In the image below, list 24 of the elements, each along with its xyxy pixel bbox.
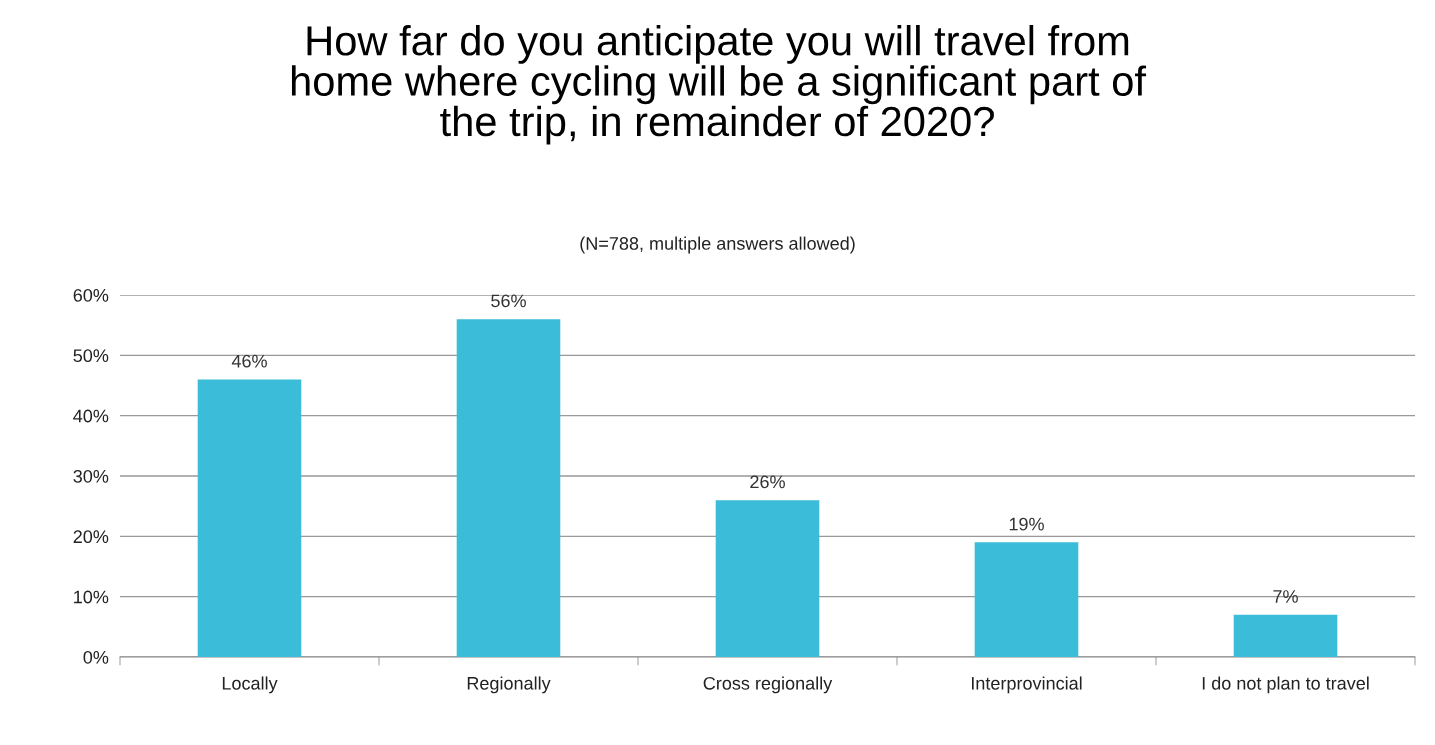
data-label: 26% xyxy=(750,475,785,489)
x-tick-label: Locally xyxy=(222,676,278,694)
bar xyxy=(974,542,1079,657)
bar xyxy=(456,319,561,657)
x-tick-label: I do not plan to travel xyxy=(1202,676,1369,694)
y-tick-label: 60% xyxy=(73,288,109,302)
bar xyxy=(1233,614,1338,657)
bar xyxy=(197,379,302,657)
y-tick-label: 40% xyxy=(73,409,109,423)
data-label: 7% xyxy=(1273,590,1298,603)
y-tick-label: 30% xyxy=(73,469,109,483)
y-tick-label: 0% xyxy=(83,650,109,664)
chart-title: How far do you anticipate you will travel from home where cycling will be a significant part of the trip, in remainder of 2020? xyxy=(291,25,1147,145)
y-tick-label: 10% xyxy=(74,590,109,604)
data-label: 19% xyxy=(1009,517,1044,531)
x-tick-label: Interprovincial xyxy=(971,676,1082,694)
y-tick-label: 50% xyxy=(73,349,109,363)
data-label: 46% xyxy=(231,354,267,368)
data-label: 56% xyxy=(491,294,526,308)
y-tick-label: 20% xyxy=(73,530,109,544)
chart-subtitle: (N=788, multiple answers allowed) xyxy=(580,236,855,254)
x-tick-label: Regionally xyxy=(467,676,551,694)
bar xyxy=(715,500,820,657)
x-tick-label: Cross regionally xyxy=(703,676,833,694)
